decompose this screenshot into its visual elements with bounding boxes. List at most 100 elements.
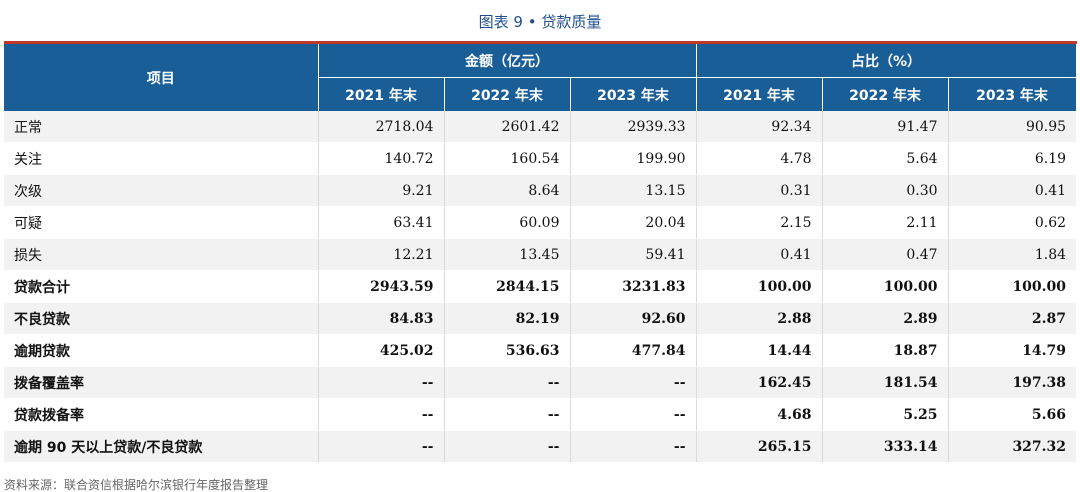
table-cell: 91.47 xyxy=(822,111,949,143)
table-cell: 0.31 xyxy=(696,174,823,207)
table-cell: 2601.42 xyxy=(444,111,571,143)
table-row: 关注 140.72 160.54 199.90 4.78 5.64 6.19 xyxy=(4,142,1077,175)
table-cell: 13.15 xyxy=(570,174,697,207)
table-cell: 63.41 xyxy=(318,206,445,239)
table-cell: -- xyxy=(570,430,697,463)
table-cell: 140.72 xyxy=(318,142,445,175)
table-cell: -- xyxy=(318,366,445,399)
table-cell: 59.41 xyxy=(570,238,697,271)
table-cell: 181.54 xyxy=(822,366,949,399)
row-label: 关注 xyxy=(4,142,319,175)
table-row: 贷款拨备率 -- -- -- 4.68 5.25 5.66 xyxy=(4,398,1077,431)
table-cell: -- xyxy=(570,366,697,399)
table-cell: 162.45 xyxy=(696,366,823,399)
table-cell: 0.47 xyxy=(822,238,949,271)
table-cell: 199.90 xyxy=(570,142,697,175)
table-cell: 0.30 xyxy=(822,174,949,207)
table-cell: 3231.83 xyxy=(570,270,697,303)
row-label: 逾期贷款 xyxy=(4,334,319,367)
header-year: 2021 年末 xyxy=(317,77,445,111)
table-cell: 2.89 xyxy=(822,302,949,335)
header-ratio-group: 占比（%） xyxy=(695,41,1077,78)
table-cell: 5.64 xyxy=(822,142,949,175)
table-cell: 100.00 xyxy=(696,270,823,303)
table-cell: 2718.04 xyxy=(318,111,445,143)
table-row: 贷款合计 2943.59 2844.15 3231.83 100.00 100.00 100… xyxy=(4,270,1077,303)
table-row: 不良贷款 84.83 82.19 92.60 2.88 2.89 2.87 xyxy=(4,302,1077,335)
table-cell: 82.19 xyxy=(444,302,571,335)
table-cell: 425.02 xyxy=(318,334,445,367)
table-cell: 8.64 xyxy=(444,174,571,207)
row-label: 贷款拨备率 xyxy=(4,398,319,431)
table-cell: 327.32 xyxy=(948,430,1077,463)
table-cell: 333.14 xyxy=(822,430,949,463)
table-cell: 2.11 xyxy=(822,206,949,239)
table-row: 拨备覆盖率 -- -- -- 162.45 181.54 197.38 xyxy=(4,366,1077,399)
table-cell: 20.04 xyxy=(570,206,697,239)
source-note: 资料来源：联合资信根据哈尔滨银行年度报告整理 xyxy=(4,478,269,492)
table-cell: 5.66 xyxy=(948,398,1077,431)
header-item: 项目 xyxy=(4,41,319,111)
table-cell: -- xyxy=(444,398,571,431)
loan-quality-table: 项目 金额（亿元） 占比（%） 2021 年末 2022 年末 2023 年末 … xyxy=(4,41,1077,463)
table-cell: 2943.59 xyxy=(318,270,445,303)
table-cell: 100.00 xyxy=(822,270,949,303)
table-cell: 92.60 xyxy=(570,302,697,335)
table-cell: 2939.33 xyxy=(570,111,697,143)
table-row: 次级 9.21 8.64 13.15 0.31 0.30 0.41 xyxy=(4,174,1077,207)
header-row-years: 2021 年末 2022 年末 2023 年末 2021 年末 2022 年末 … xyxy=(4,77,1077,111)
table-cell: 92.34 xyxy=(696,111,823,143)
header-row-groups: 项目 金额（亿元） 占比（%） xyxy=(4,41,1077,111)
table-cell: 536.63 xyxy=(444,334,571,367)
table-cell: 18.87 xyxy=(822,334,949,367)
table-cell: 477.84 xyxy=(570,334,697,367)
table-cell: 160.54 xyxy=(444,142,571,175)
table-cell: 197.38 xyxy=(948,366,1077,399)
table-cell: 2.88 xyxy=(696,302,823,335)
row-label: 次级 xyxy=(4,174,319,207)
row-label: 正常 xyxy=(4,111,319,143)
table-row: 损失 12.21 13.45 59.41 0.41 0.47 1.84 xyxy=(4,238,1077,271)
table-cell: 2.15 xyxy=(696,206,823,239)
row-label: 可疑 xyxy=(4,206,319,239)
table-row: 逾期贷款 425.02 536.63 477.84 14.44 18.87 14.79 xyxy=(4,334,1077,367)
table-cell: 5.25 xyxy=(822,398,949,431)
table-cell: 9.21 xyxy=(318,174,445,207)
table-cell: 2.87 xyxy=(948,302,1077,335)
header-year: 2022 年末 xyxy=(443,77,571,111)
row-label: 损失 xyxy=(4,238,319,271)
table-caption: 图表 9 • 贷款质量 xyxy=(478,13,602,31)
header-year: 2021 年末 xyxy=(695,77,823,111)
header-year: 2023 年末 xyxy=(569,77,697,111)
table-cell: 100.00 xyxy=(948,270,1077,303)
table-cell: -- xyxy=(444,430,571,463)
table-cell: 14.79 xyxy=(948,334,1077,367)
table-cell: 12.21 xyxy=(318,238,445,271)
table-cell: 13.45 xyxy=(444,238,571,271)
table-row: 正常 2718.04 2601.42 2939.33 92.34 91.47 90.95 xyxy=(4,111,1077,143)
table-cell: 84.83 xyxy=(318,302,445,335)
table-cell: 0.62 xyxy=(948,206,1077,239)
table-cell: 4.78 xyxy=(696,142,823,175)
table-cell: 2844.15 xyxy=(444,270,571,303)
table-cell: -- xyxy=(570,398,697,431)
row-label: 拨备覆盖率 xyxy=(4,366,319,399)
table-cell: 1.84 xyxy=(948,238,1077,271)
row-label: 不良贷款 xyxy=(4,302,319,335)
table-cell: 60.09 xyxy=(444,206,571,239)
table-cell: -- xyxy=(318,430,445,463)
table-cell: 90.95 xyxy=(948,111,1077,143)
table-body: 正常 2718.04 2601.42 2939.33 92.34 91.47 90.95 关注… xyxy=(4,111,1077,463)
table-cell: 14.44 xyxy=(696,334,823,367)
header-amount-group: 金额（亿元） xyxy=(317,41,697,78)
header-year: 2022 年末 xyxy=(821,77,949,111)
table-row: 可疑 63.41 60.09 20.04 2.15 2.11 0.62 xyxy=(4,206,1077,239)
table-row: 逾期 90 天以上贷款/不良贷款 -- -- -- 265.15 333.14 327.32 xyxy=(4,430,1077,463)
table-cell: -- xyxy=(444,366,571,399)
row-label: 贷款合计 xyxy=(4,270,319,303)
header-year: 2023 年末 xyxy=(947,77,1077,111)
table-cell: 265.15 xyxy=(696,430,823,463)
table-cell: 4.68 xyxy=(696,398,823,431)
table-cell: 0.41 xyxy=(696,238,823,271)
table-cell: 6.19 xyxy=(948,142,1077,175)
